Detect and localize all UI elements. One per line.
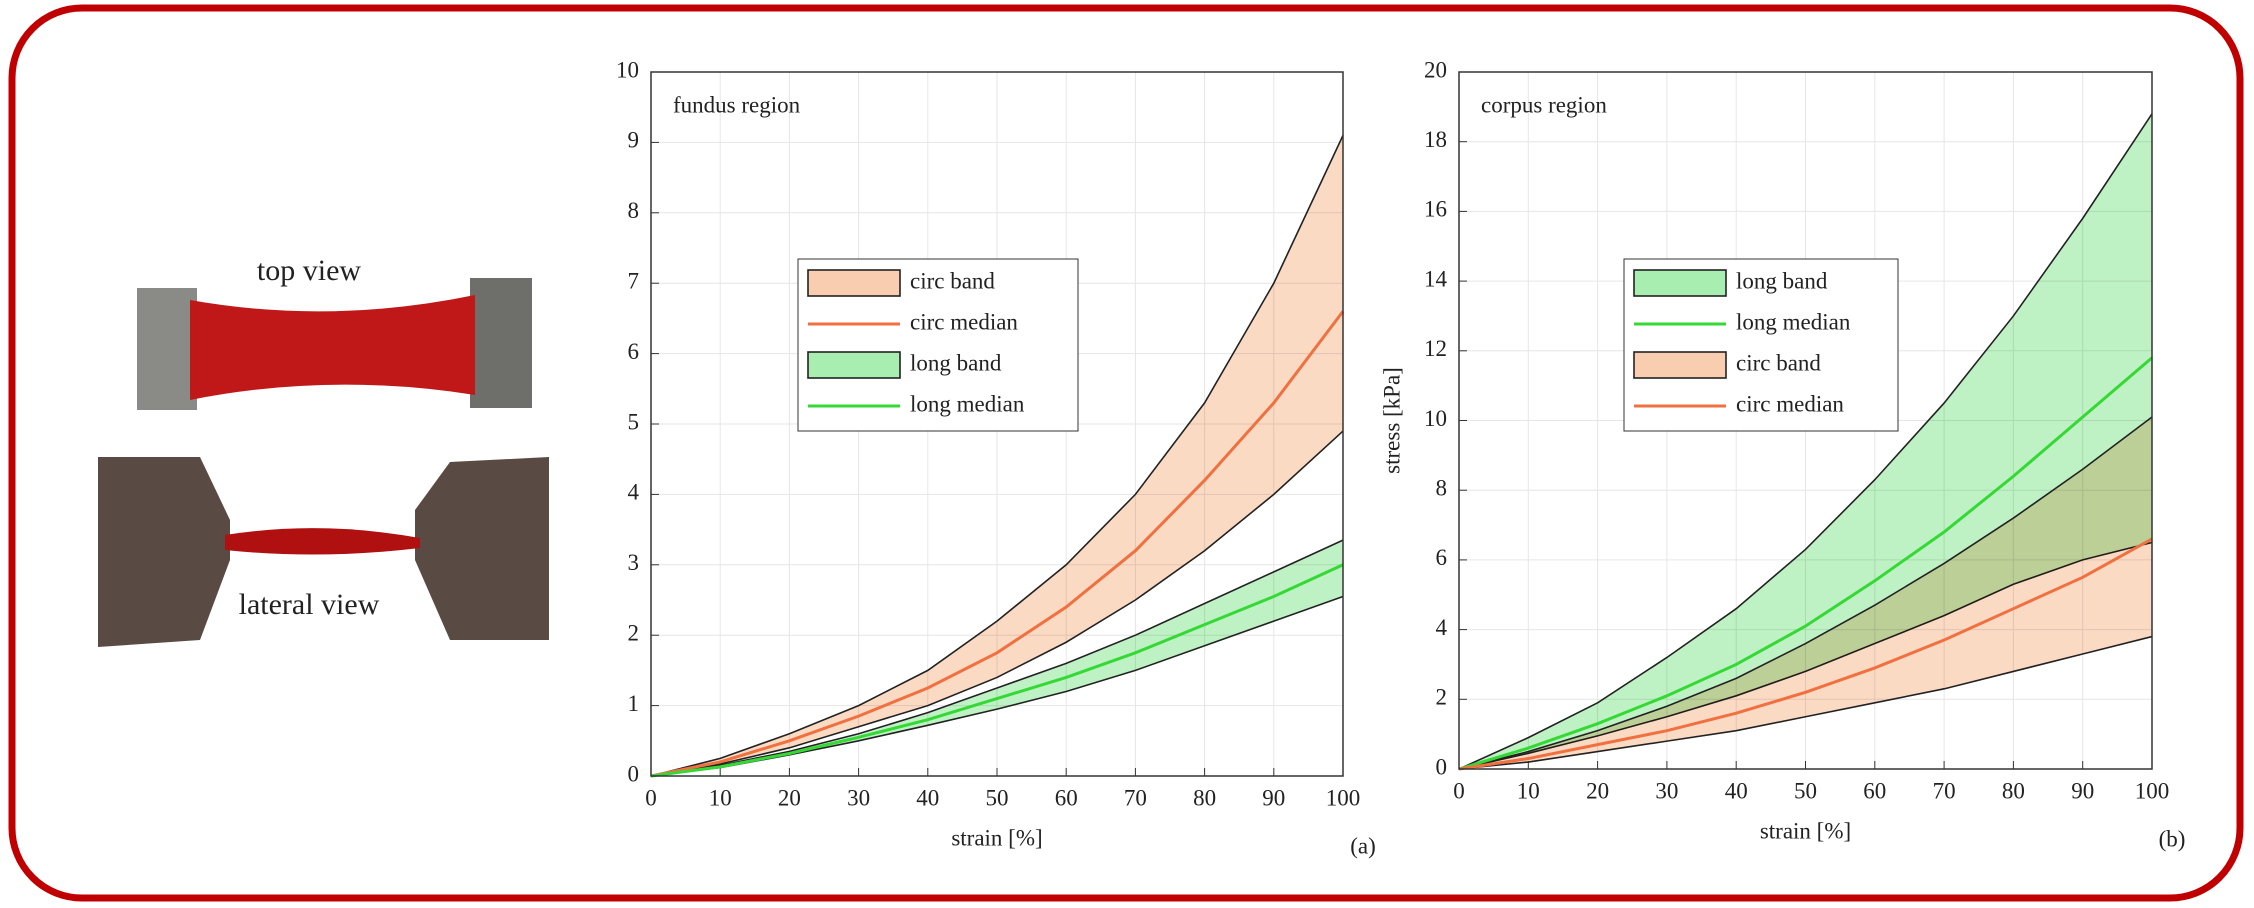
legend-swatch	[807, 351, 901, 379]
median-line	[650, 563, 1344, 778]
x-axis-label: strain [%]	[1760, 818, 1851, 843]
x-tick-label: 90	[2071, 778, 2094, 803]
band-area	[1459, 113, 2152, 769]
top-view-photo	[137, 278, 532, 410]
y-tick-label: 0	[1436, 754, 1448, 779]
axes-frame	[650, 71, 1344, 777]
legend-label: circ median	[910, 309, 1018, 334]
y-tick-label: 9	[628, 128, 640, 153]
x-tick-label: 70	[1933, 778, 1956, 803]
legend-label: circ band	[910, 268, 995, 293]
y-tick-label: 4	[1436, 615, 1448, 640]
y-tick-label: 2	[1436, 685, 1448, 710]
x-tick-label: 80	[2002, 778, 2025, 803]
x-axis-label: strain [%]	[951, 825, 1042, 850]
photo-label: lateral view	[239, 588, 380, 621]
y-tick-label: 16	[1424, 197, 1447, 222]
x-tick-label: 50	[1794, 778, 1817, 803]
legend-label: long band	[910, 350, 1002, 375]
y-tick-label: 0	[628, 761, 640, 786]
legend-label: circ median	[1736, 391, 1844, 416]
median-line	[1458, 537, 2153, 771]
y-tick-label: 18	[1424, 127, 1447, 152]
band-edge	[650, 539, 1344, 777]
panel-label: (b)	[2159, 826, 2186, 851]
y-tick-label: 4	[628, 480, 640, 505]
y-tick-label: 6	[628, 339, 640, 364]
x-tick-label: 30	[1655, 778, 1678, 803]
x-tick-label: 90	[1262, 785, 1285, 810]
x-tick-label: 50	[986, 785, 1009, 810]
x-tick-label: 70	[1124, 785, 1147, 810]
x-tick-label: 20	[1586, 778, 1609, 803]
y-tick-label: 7	[628, 268, 640, 293]
photo-label: top view	[257, 254, 361, 287]
legend-label: circ band	[1736, 350, 1821, 375]
x-tick-label: 40	[1725, 778, 1748, 803]
band-edge	[650, 135, 1344, 777]
band-area	[651, 135, 1343, 777]
y-tick-label: 2	[628, 620, 640, 645]
x-tick-label: 30	[847, 785, 870, 810]
annotation: fundus region	[673, 92, 801, 117]
band-edge	[1458, 635, 2153, 770]
legend-label: long band	[1736, 268, 1828, 293]
annotation: corpus region	[1481, 92, 1607, 117]
x-tick-label: 40	[916, 785, 939, 810]
y-tick-label: 5	[628, 409, 640, 434]
legend-swatch	[1633, 269, 1727, 297]
legend-label: long median	[910, 391, 1025, 416]
median-line	[650, 310, 1345, 778]
y-tick-label: 1	[628, 691, 640, 716]
x-tick-label: 100	[1326, 785, 1361, 810]
x-tick-label: 20	[778, 785, 801, 810]
legend-swatch	[1633, 351, 1727, 379]
y-tick-label: 10	[1424, 406, 1447, 431]
y-tick-label: 14	[1424, 266, 1448, 291]
x-tick-label: 0	[645, 785, 657, 810]
lateral-view-photo	[98, 457, 549, 647]
legend-swatch	[807, 269, 901, 297]
median-line	[1458, 356, 2153, 771]
axes-frame	[1458, 71, 2153, 770]
band-edge	[1458, 113, 2153, 770]
legend-label: long median	[1736, 309, 1851, 334]
x-tick-label: 100	[2135, 778, 2170, 803]
x-tick-label: 0	[1453, 778, 1465, 803]
y-tick-label: 12	[1424, 336, 1447, 361]
band-edge	[650, 430, 1344, 777]
y-tick-label: 8	[628, 198, 640, 223]
y-tick-label: 6	[1436, 545, 1448, 570]
band-area	[1459, 417, 2152, 769]
y-axis-label: stress [kPa]	[1379, 367, 1404, 474]
x-tick-label: 80	[1193, 785, 1216, 810]
y-tick-label: 8	[1436, 475, 1448, 500]
y-tick-label: 10	[616, 57, 639, 82]
panel-label: (a)	[1350, 833, 1376, 858]
x-tick-label: 60	[1055, 785, 1078, 810]
y-tick-label: 3	[628, 550, 640, 575]
band-edge	[1458, 416, 2153, 770]
x-tick-label: 60	[1863, 778, 1886, 803]
x-tick-label: 10	[709, 785, 732, 810]
y-tick-label: 20	[1424, 57, 1447, 82]
x-tick-label: 10	[1517, 778, 1540, 803]
